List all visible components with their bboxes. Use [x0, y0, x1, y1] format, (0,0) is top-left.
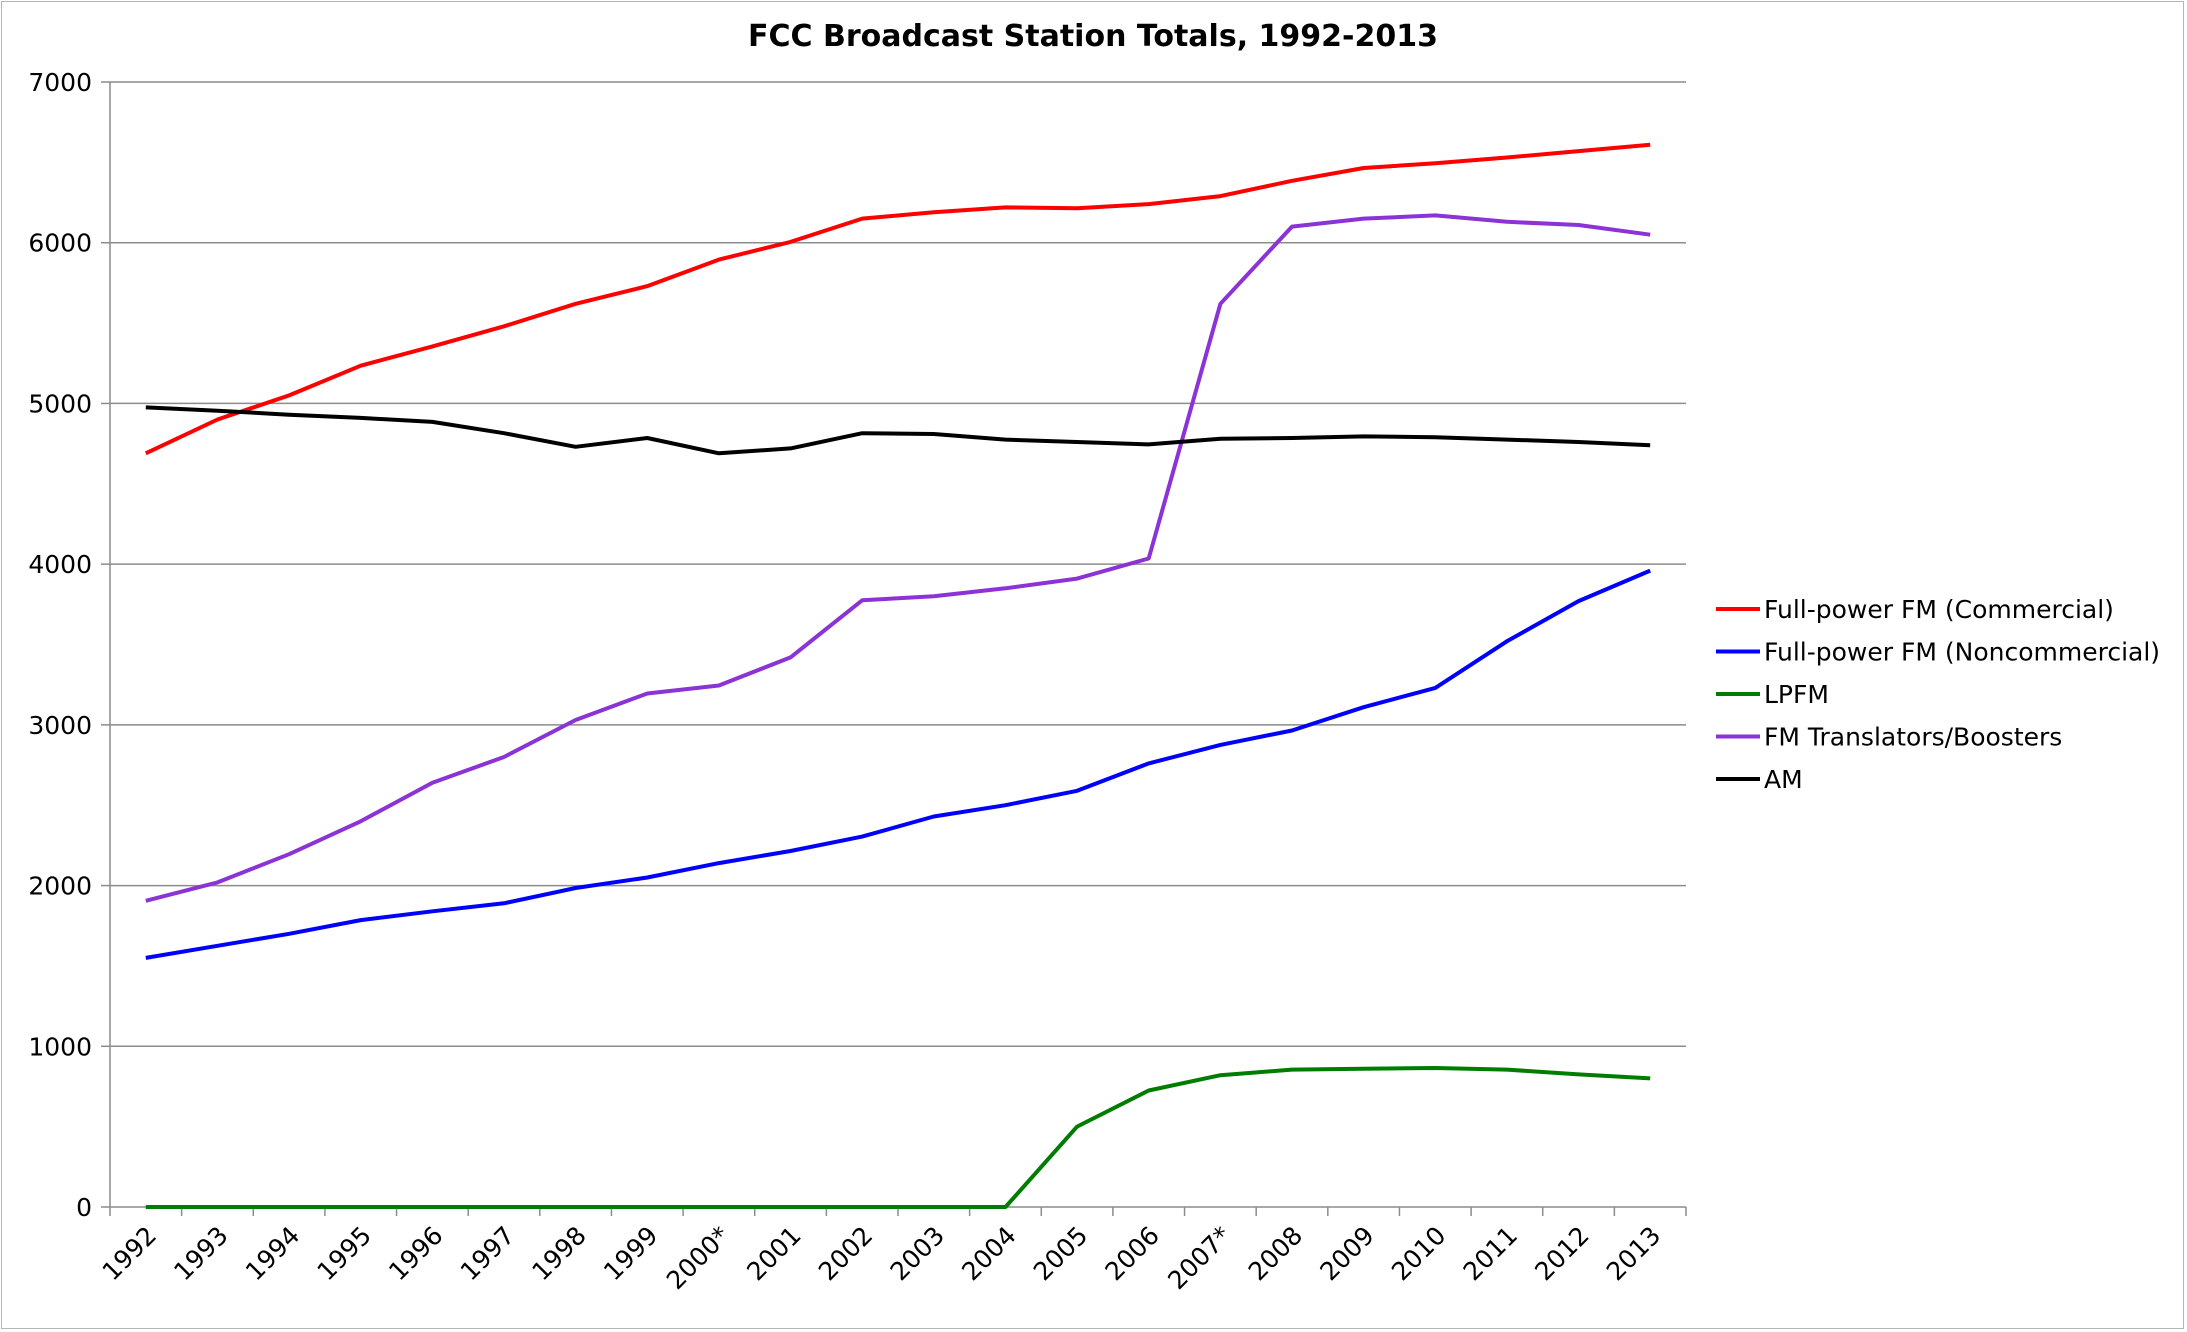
- x-tick-label: 2009: [1314, 1221, 1379, 1286]
- x-tick-label: 2005: [1028, 1221, 1093, 1286]
- y-tick-label: 4000: [28, 550, 92, 579]
- y-tick-label: 3000: [28, 711, 92, 740]
- x-tick-label: 1998: [526, 1221, 591, 1286]
- x-tick-label: 2004: [956, 1221, 1021, 1286]
- x-tick-label: 2013: [1601, 1221, 1666, 1286]
- x-tick-label: 2000*: [661, 1221, 735, 1295]
- series-line-2: [145, 1066, 1651, 1209]
- legend-label: AM: [1764, 765, 1803, 794]
- x-tick-label: 2011: [1458, 1221, 1523, 1286]
- y-tick-label: 7000: [28, 68, 92, 97]
- series-line-1: [145, 568, 1651, 960]
- series-line-3: [145, 213, 1651, 903]
- y-tick-label: 1000: [28, 1032, 92, 1061]
- y-tick-label: 5000: [28, 389, 92, 418]
- chart-title: FCC Broadcast Station Totals, 1992-2013: [748, 19, 1438, 54]
- x-tick-label: 2006: [1099, 1221, 1164, 1286]
- x-tick-label: 1993: [168, 1221, 233, 1286]
- gridlines: [110, 81, 1686, 1048]
- series-lines: [144, 142, 1651, 1209]
- x-tick-label: 2002: [813, 1221, 878, 1286]
- legend-label: LPFM: [1764, 680, 1829, 709]
- y-tick-label: 6000: [28, 229, 92, 258]
- x-tick-label: 1997: [455, 1221, 520, 1286]
- series-line-4: [145, 405, 1651, 456]
- x-tick-label: 1999: [598, 1221, 663, 1286]
- x-tick-label: 1994: [240, 1221, 305, 1286]
- x-tick-label: 1992: [97, 1221, 162, 1286]
- y-axis-tick-labels: 0 1000 2000 3000 4000 5000 6000 7000: [28, 68, 92, 1222]
- legend: Full-power FM (Commercial) Full-power FM …: [1716, 595, 2160, 794]
- legend-label: Full-power FM (Noncommercial): [1764, 638, 2160, 667]
- x-tick-label: 1995: [311, 1221, 376, 1286]
- x-tick-label: 2012: [1529, 1221, 1594, 1286]
- y-tick-label: 0: [76, 1193, 92, 1222]
- series-line-0: [144, 142, 1651, 456]
- y-tick-label: 2000: [28, 872, 92, 901]
- legend-label: FM Translators/Boosters: [1764, 723, 2062, 752]
- x-tick-label: 2003: [885, 1221, 950, 1286]
- x-tick-label: 2001: [741, 1221, 806, 1286]
- x-tick-label: 2008: [1243, 1221, 1308, 1286]
- legend-label: Full-power FM (Commercial): [1764, 595, 2114, 624]
- x-tick-label: 1996: [383, 1221, 448, 1286]
- x-tick-label: 2007*: [1162, 1221, 1236, 1295]
- x-tick-label: 2010: [1386, 1221, 1451, 1286]
